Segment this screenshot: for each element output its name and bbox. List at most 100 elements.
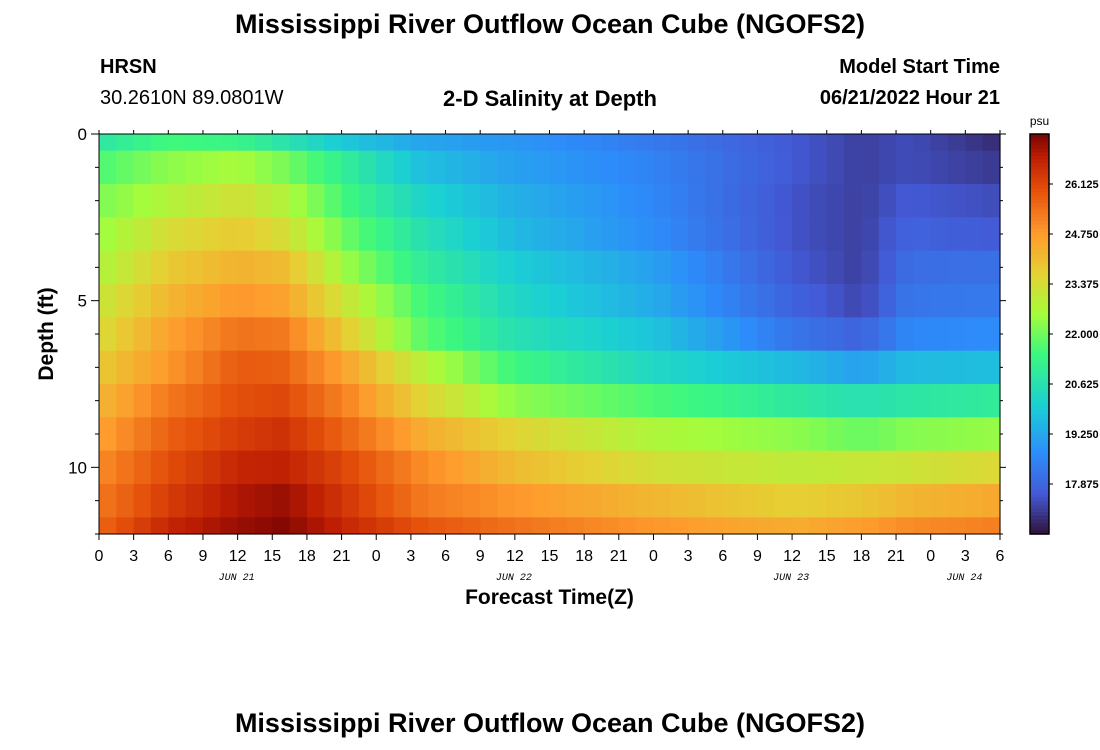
heatmap-cell xyxy=(792,384,811,418)
heatmap-cell xyxy=(982,217,1001,252)
heatmap-cell xyxy=(774,417,793,452)
heatmap-cell xyxy=(185,150,204,185)
heatmap-cell xyxy=(497,384,516,418)
colorbar-segment xyxy=(1030,472,1049,477)
heatmap-cell xyxy=(324,484,343,518)
heatmap-cell xyxy=(584,250,603,285)
y-tick-label: 0 xyxy=(78,125,87,144)
colorbar-segment xyxy=(1030,279,1049,284)
heatmap-cell xyxy=(913,450,932,485)
heatmap-cell xyxy=(705,350,724,385)
heatmap-cell xyxy=(202,317,221,352)
heatmap-cell xyxy=(272,134,291,152)
colorbar-tick-label: 24.750 xyxy=(1065,229,1099,241)
heatmap-cell xyxy=(393,484,412,518)
heatmap-cell xyxy=(462,284,481,318)
heatmap-cell xyxy=(116,317,135,352)
heatmap-cell xyxy=(116,517,135,535)
heatmap-cell xyxy=(237,250,256,285)
heatmap-cell xyxy=(202,184,221,218)
heatmap-cell xyxy=(878,317,897,352)
heatmap-cell xyxy=(757,284,776,318)
heatmap-cell xyxy=(722,384,741,418)
heatmap-cell xyxy=(774,184,793,218)
heatmap-cell xyxy=(740,250,759,285)
heatmap-cell xyxy=(618,317,637,352)
heatmap-cell xyxy=(636,417,655,452)
heatmap-cell xyxy=(688,284,707,318)
heatmap-cell xyxy=(168,350,187,385)
x-tick-label: 0 xyxy=(372,548,381,565)
heatmap-cell xyxy=(896,484,914,518)
heatmap-cell xyxy=(861,350,880,385)
heatmap-cell xyxy=(497,284,516,318)
heatmap-cell xyxy=(618,517,637,535)
heatmap-cell xyxy=(774,150,793,185)
heatmap-cell xyxy=(116,217,135,252)
heatmap-cell xyxy=(428,134,447,152)
heatmap-cell xyxy=(757,184,776,218)
heatmap-cell xyxy=(480,417,499,452)
heatmap-cell xyxy=(896,184,914,218)
heatmap-cell xyxy=(930,184,949,218)
heatmap-cell xyxy=(254,184,273,218)
heatmap-cell xyxy=(306,384,325,418)
heatmap-cell xyxy=(185,517,204,535)
heatmap-cell xyxy=(480,384,499,418)
heatmap-cell xyxy=(168,250,187,285)
colorbar-segment xyxy=(1030,468,1049,473)
colorbar-segment xyxy=(1030,454,1049,459)
heatmap-cell xyxy=(133,184,152,218)
colorbar-segment xyxy=(1030,483,1049,488)
colorbar-segment xyxy=(1030,366,1049,371)
x-tick-label: 6 xyxy=(441,548,450,565)
heatmap-cell xyxy=(341,134,360,152)
station-name: HRSN xyxy=(100,56,157,78)
heatmap-cell xyxy=(168,484,187,518)
heatmap-cell xyxy=(774,484,793,518)
heatmap-cell xyxy=(601,384,620,418)
colorbar-segment xyxy=(1030,374,1049,379)
heatmap-cell xyxy=(358,384,377,418)
heatmap-cell xyxy=(306,150,325,185)
heatmap-cell xyxy=(116,250,135,285)
heatmap-cell xyxy=(254,350,273,385)
heatmap-cell xyxy=(289,217,308,252)
colorbar-segment xyxy=(1030,421,1049,426)
heatmap-cell xyxy=(428,517,447,535)
colorbar-segment xyxy=(1030,363,1049,368)
heatmap-cell xyxy=(532,134,551,152)
heatmap-cell xyxy=(272,450,291,485)
heatmap-cell xyxy=(913,184,932,218)
heatmap-cell xyxy=(462,217,481,252)
heatmap-cell xyxy=(965,350,984,385)
colorbar-segment xyxy=(1030,515,1049,521)
colorbar-segment xyxy=(1030,439,1049,444)
heatmap-cell xyxy=(532,517,551,535)
heatmap-cell xyxy=(948,317,966,352)
colorbar-segment xyxy=(1030,403,1049,408)
colorbar-segment xyxy=(1030,286,1049,291)
heatmap-cell xyxy=(220,484,239,518)
colorbar-segment xyxy=(1030,174,1049,179)
heatmap-cell xyxy=(237,350,256,385)
heatmap-cell xyxy=(341,217,360,252)
heatmap-cell xyxy=(168,450,187,485)
y-tick-label: 5 xyxy=(78,292,87,311)
heatmap-cell xyxy=(896,134,914,152)
heatmap-cell xyxy=(982,284,1001,318)
heatmap-cell xyxy=(445,350,464,385)
heatmap-cell xyxy=(445,217,464,252)
heatmap-cell xyxy=(99,250,117,285)
heatmap-cell xyxy=(289,384,308,418)
heatmap-cell xyxy=(601,450,620,485)
heatmap-cell xyxy=(497,317,516,352)
heatmap-cell xyxy=(653,150,672,185)
heatmap-cell xyxy=(549,384,568,418)
heatmap-cell xyxy=(722,150,741,185)
heatmap-cell xyxy=(358,317,377,352)
heatmap-cell xyxy=(202,150,221,185)
heatmap-cell xyxy=(514,517,533,535)
heatmap-cell xyxy=(341,284,360,318)
colorbar-segment xyxy=(1030,155,1049,161)
